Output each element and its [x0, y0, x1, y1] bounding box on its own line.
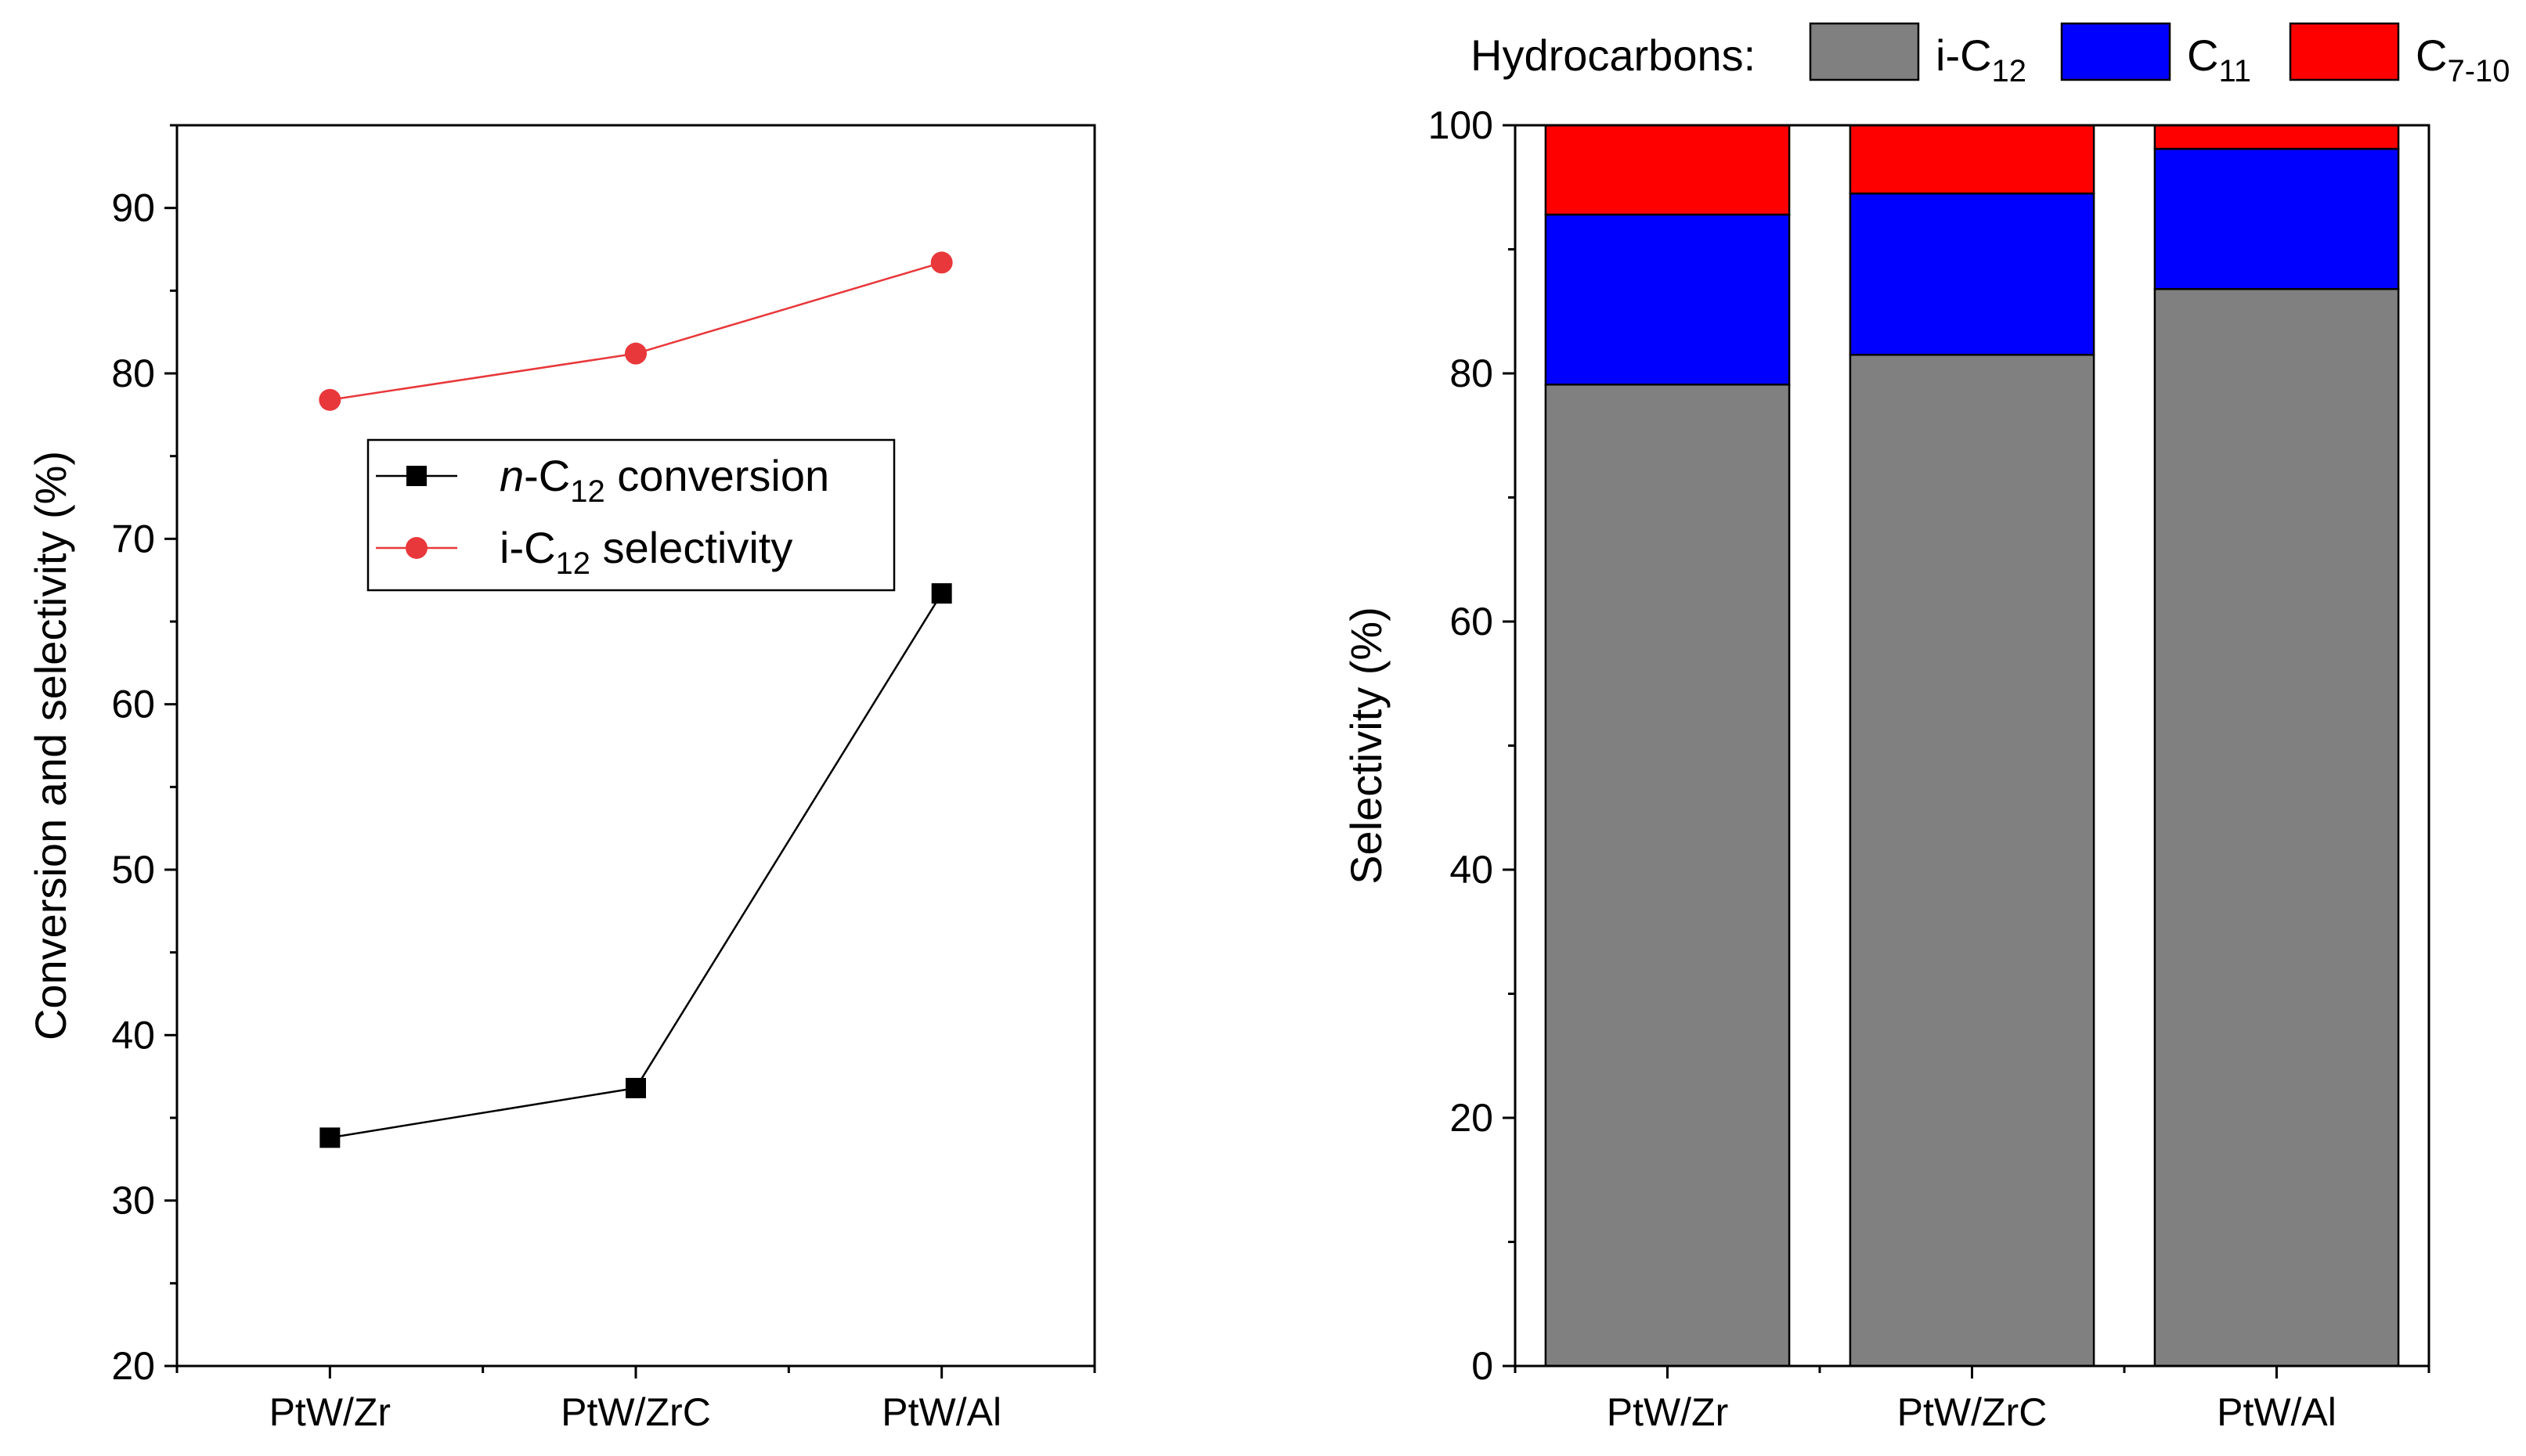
x-tick-label: PtW/Al — [882, 1390, 1001, 1434]
y-tick-label: 20 — [1449, 1096, 1493, 1140]
plot-frame — [175, 124, 1096, 1368]
legend-label-subscript: 11 — [2218, 54, 2251, 88]
legend-label: C11 — [2187, 31, 2251, 88]
legend-label-base: -C — [524, 451, 570, 500]
series-0 — [319, 583, 952, 1148]
legend-label-tail: selectivity — [590, 523, 792, 572]
data-point-circle — [319, 388, 341, 411]
bar-segment-c11 — [1849, 192, 2095, 356]
bar-segment-i-c12 — [2153, 287, 2400, 1368]
legend-label-subscript: 12 — [556, 546, 591, 581]
data-point-square — [931, 583, 952, 604]
y-axis-title: Conversion and selectivity (%) — [26, 451, 75, 1040]
x-tick-label: PtW/Zr — [269, 1390, 392, 1434]
y-tick-label: 60 — [111, 683, 155, 726]
legend-label-tail: conversion — [605, 451, 829, 500]
stacked-bar-chart-selectivity: 0 20 40 60 80 100 PtW/Zr PtW/ZrC PtW/Al Selectivi… — [1341, 22, 2510, 1434]
y-tick-label: 20 — [111, 1344, 155, 1388]
bar-segment-i-c12 — [1544, 384, 1791, 1368]
legend-label-base: i-C — [1936, 31, 1992, 80]
legend-label: n-C12 conversion — [500, 451, 829, 509]
bar-segment-c7-10 — [2153, 124, 2400, 150]
legend-label-base: C — [2187, 31, 2218, 80]
line-chart-conversion-selectivity: 20 30 40 50 60 70 80 90 PtW/Zr PtW/ZrC PtW/Al Conve… — [26, 124, 1096, 1434]
legend-title: Hydrocarbons: — [1470, 31, 1756, 80]
y-tick-label: 80 — [1449, 351, 1493, 395]
data-point-square — [626, 1077, 646, 1098]
legend-box — [366, 438, 896, 592]
bar-segment-c11 — [2153, 147, 2400, 290]
bar-segment-i-c12 — [1849, 353, 2095, 1368]
x-tick-label: PtW/Zr — [1607, 1390, 1729, 1434]
legend-label-subscript: 12 — [570, 474, 605, 509]
y-tick-label: 60 — [1449, 600, 1493, 643]
y-tick-label: 80 — [111, 351, 155, 395]
x-tick-label: PtW/ZrC — [561, 1390, 711, 1434]
x-tick-label: PtW/Al — [2217, 1390, 2337, 1434]
legend-label-base: C — [2416, 31, 2447, 80]
data-point-circle — [930, 251, 953, 274]
legend-label: C7-10 — [2416, 31, 2510, 88]
legend-label-base: i-C — [500, 523, 556, 572]
legend-label: i-C12 selectivity — [500, 523, 792, 581]
y-tick-label: 40 — [1449, 848, 1493, 892]
y-axis-title: Selectivity (%) — [1341, 607, 1391, 885]
legend-swatch — [1809, 22, 1920, 81]
y-tick-label: 70 — [111, 517, 155, 560]
y-tick-label: 40 — [111, 1013, 155, 1057]
series-line — [330, 593, 943, 1139]
legend-label: i-C12 — [1936, 31, 2026, 88]
legend-swatch — [2060, 22, 2171, 81]
bar-segment-c11 — [1544, 213, 1791, 386]
bar-segment-c7-10 — [1544, 124, 1791, 216]
legend: Hydrocarbons: i-C12 C11 C7-10 — [1470, 22, 2510, 88]
y-tick-label: 90 — [111, 186, 155, 230]
data-point-square — [319, 1127, 341, 1148]
legend-marker-circle — [406, 537, 428, 559]
legend-label-subscript: 7-10 — [2447, 54, 2510, 88]
legend-marker-square — [406, 466, 427, 486]
bar-segment-c7-10 — [1849, 124, 2095, 195]
legend-label-italic: n — [500, 451, 524, 500]
legend-swatch — [2289, 22, 2400, 81]
series-1 — [319, 251, 953, 411]
y-tick-label: 50 — [111, 848, 155, 892]
series-line — [330, 261, 943, 402]
y-tick-label: 0 — [1471, 1344, 1493, 1388]
data-point-circle — [625, 342, 647, 365]
x-tick-label: PtW/ZrC — [1897, 1390, 2048, 1434]
y-tick-label: 30 — [111, 1179, 155, 1223]
legend-label-subscript: 12 — [1992, 54, 2027, 88]
y-tick-label: 100 — [1428, 103, 1493, 147]
